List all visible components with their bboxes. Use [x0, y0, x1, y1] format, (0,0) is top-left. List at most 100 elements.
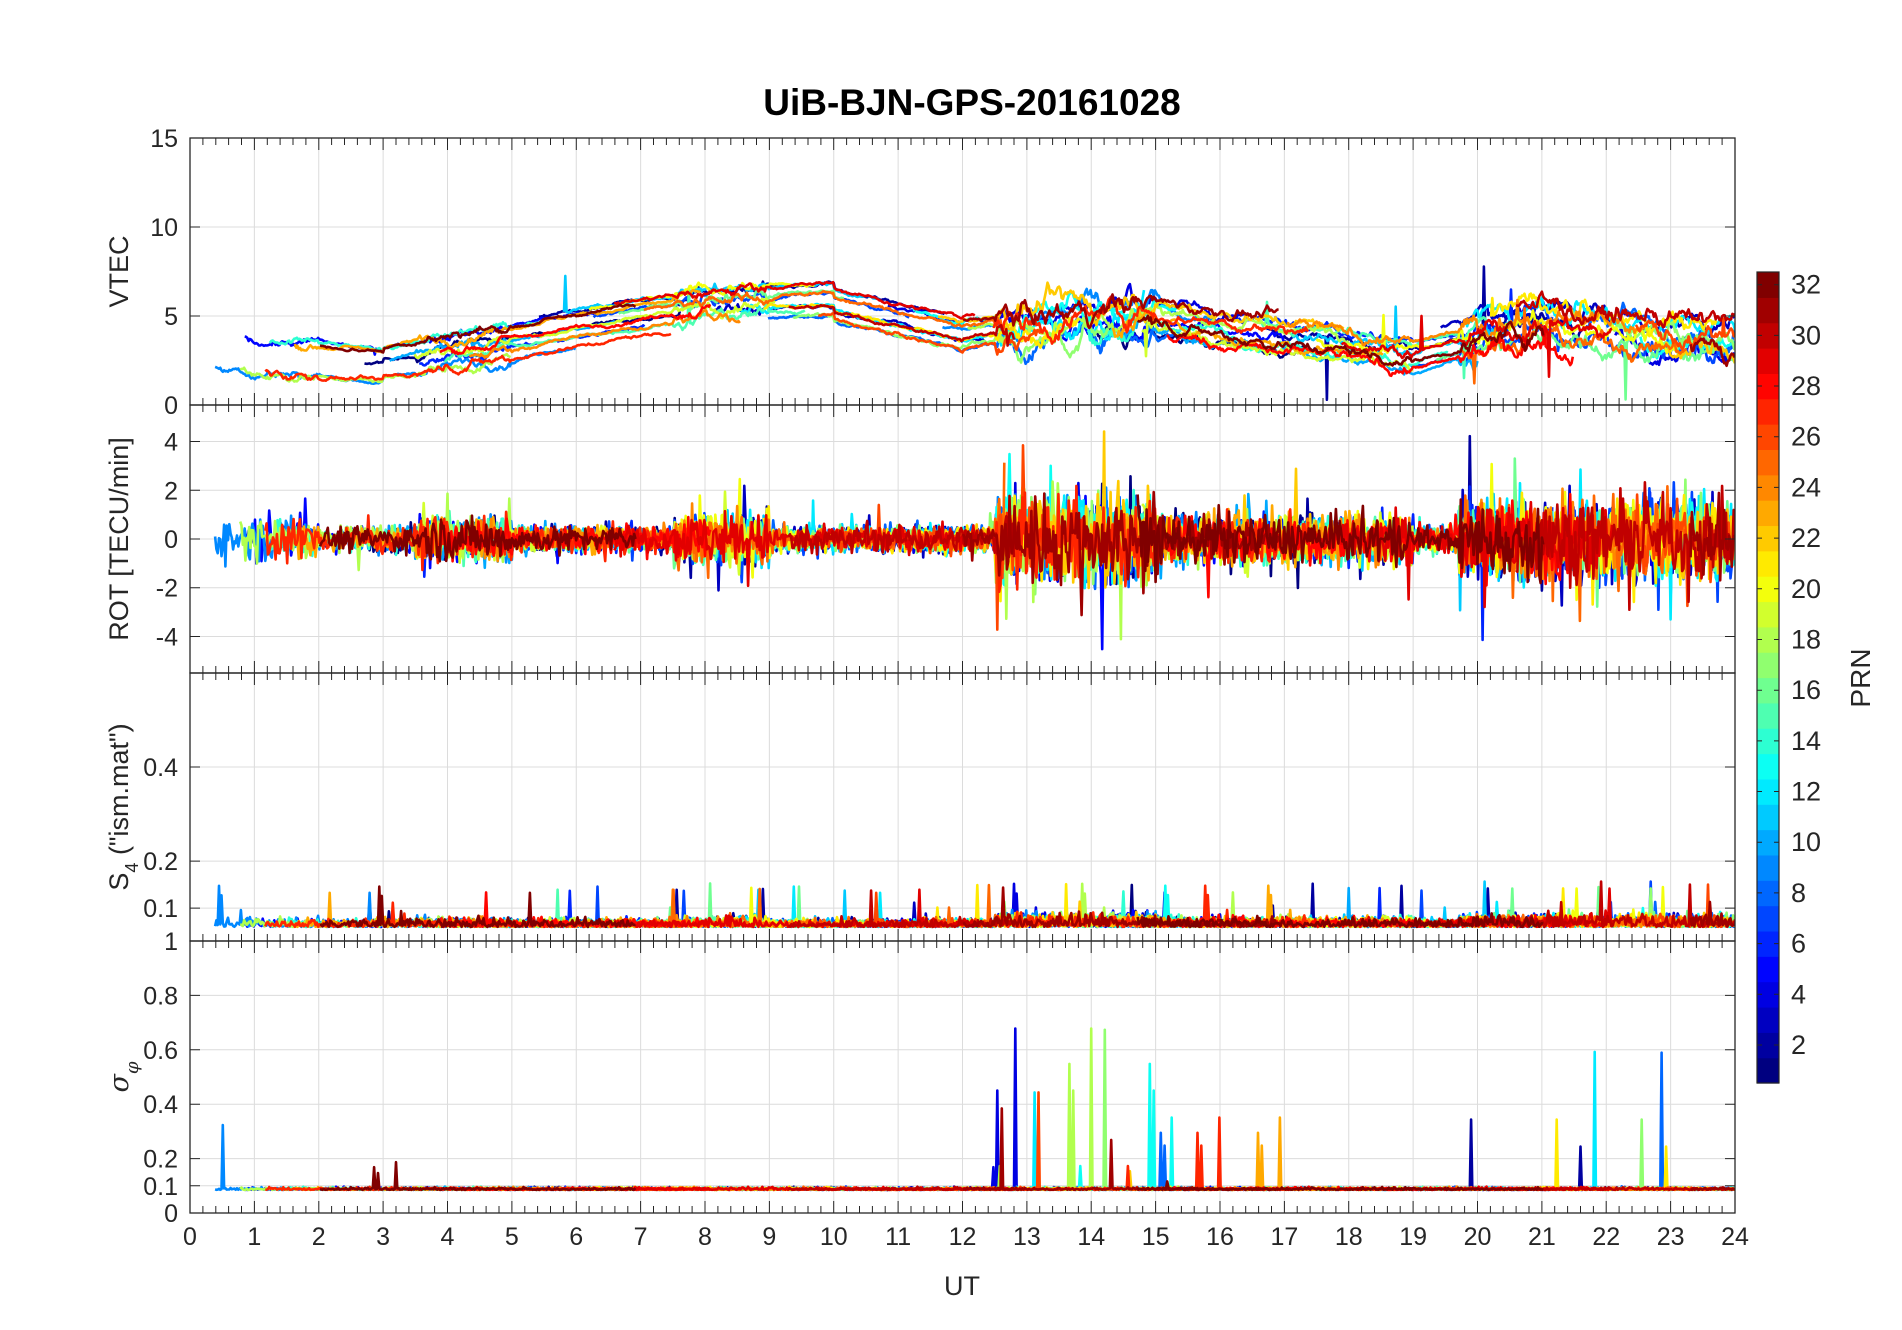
- x-tick-label: 6: [569, 1223, 583, 1251]
- trace-prn-32: [318, 514, 637, 563]
- trace-prn-29: [1340, 314, 1613, 378]
- y-label-rest: ("ism.mat"): [104, 723, 134, 862]
- trace-prn-32: [319, 1160, 637, 1192]
- colorbar-swatch: [1757, 905, 1779, 932]
- colorbar-swatch: [1757, 626, 1779, 653]
- x-tick-label: 16: [1206, 1223, 1234, 1251]
- trace-prn-31: [1689, 337, 1735, 368]
- x-tick-label: 8: [698, 1223, 712, 1251]
- trace-prn-26: [817, 1091, 1044, 1192]
- y-tick-label: 0.4: [143, 1091, 178, 1119]
- vtec-y-label: VTEC: [104, 235, 134, 307]
- colorbar-tick-label: 12: [1791, 777, 1821, 807]
- colorbar-swatch: [1757, 322, 1779, 349]
- y-tick-label: -2: [156, 575, 178, 603]
- trace-prn-18: [239, 352, 512, 384]
- colorbar-swatch: [1757, 854, 1779, 881]
- colorbar-swatch: [1757, 424, 1779, 450]
- colorbar-swatch: [1757, 956, 1779, 983]
- trace-prn-22: [1664, 337, 1735, 364]
- trace-prn-26: [1634, 317, 1735, 351]
- trace-prn-25: [642, 462, 1006, 580]
- colorbar-swatch: [1757, 728, 1779, 755]
- y-tick-label: 15: [150, 125, 178, 153]
- colorbar-swatch: [1757, 576, 1779, 603]
- colorbar-label: PRN: [1845, 648, 1876, 707]
- y-label-main: σ: [104, 1073, 135, 1093]
- chart-title: UiB-BJN-GPS-20161028: [763, 82, 1180, 123]
- vtec-traces: [214, 265, 1735, 401]
- colorbar-tick-label: 14: [1791, 726, 1821, 756]
- y-label-subscript: φ: [122, 1061, 143, 1074]
- trace-prn-32: [319, 303, 637, 354]
- colorbar-tick-label: 6: [1791, 929, 1806, 959]
- rot-panel: -4 -2 0 2 4 ROT [TECU/min]: [104, 404, 1736, 674]
- trace-prn-30: [1515, 290, 1735, 329]
- x-tick-label: 5: [505, 1223, 519, 1251]
- y-tick-label: 5: [164, 303, 178, 331]
- colorbar-swatch: [1757, 550, 1779, 577]
- x-axis-label: UT: [944, 1271, 980, 1301]
- y-tick-label: 1: [164, 928, 178, 956]
- colorbar-tick-label: 4: [1791, 979, 1806, 1009]
- x-tick-label: 13: [1013, 1223, 1041, 1251]
- y-tick-label: 0.2: [143, 848, 178, 876]
- colorbar-box: [1756, 271, 1780, 1084]
- trace-prn-32: [319, 885, 636, 929]
- x-tick-label: 4: [441, 1223, 455, 1251]
- trace-prn-31: [961, 490, 1280, 617]
- trace-prn-21: [1490, 1118, 1717, 1192]
- trace-prn-27: [992, 295, 1310, 345]
- trace-prn-28: [1166, 325, 1575, 378]
- y-tick-label: 0.1: [143, 1173, 178, 1201]
- trace-prn-32: [1136, 912, 1544, 929]
- colorbar-swatch: [1757, 373, 1779, 400]
- colorbar-swatch: [1757, 778, 1779, 805]
- y-tick-label: 0.1: [143, 895, 178, 923]
- colorbar-swatch: [1757, 829, 1779, 856]
- x-tick-label: 17: [1270, 1223, 1298, 1251]
- trace-prn-25: [643, 290, 1006, 331]
- y-label-main: S: [104, 873, 134, 891]
- colorbar-swatch: [1757, 1057, 1779, 1084]
- y-tick-label: 0.6: [143, 1037, 178, 1065]
- colorbar-swatch: [1757, 930, 1779, 957]
- colorbar-tick-label: 32: [1791, 270, 1821, 300]
- x-tick-label: 23: [1657, 1223, 1685, 1251]
- y-tick-label: 0.4: [143, 754, 178, 782]
- trace-prn-8: [1585, 1051, 1735, 1192]
- sigma-x-ticks: [189, 941, 1736, 1213]
- trace-prn-32: [1136, 1180, 1544, 1192]
- colorbar-swatch: [1757, 297, 1779, 324]
- trace-prn-31: [1689, 900, 1735, 928]
- trace-prn-31: [962, 293, 1279, 330]
- x-tick-label: 20: [1464, 1223, 1492, 1251]
- colorbar-tick-label: 8: [1791, 878, 1806, 908]
- trace-prn-2: [1265, 1118, 1584, 1192]
- y-tick-label: -4: [156, 623, 178, 651]
- trace-prn-17: [1609, 1118, 1735, 1192]
- y-tick-label: 0: [164, 392, 178, 420]
- colorbar-tick-label: 30: [1791, 320, 1821, 350]
- x-tick-label: 14: [1077, 1223, 1105, 1251]
- colorbar-swatch: [1757, 1032, 1779, 1059]
- x-tick-label: 24: [1721, 1223, 1749, 1251]
- colorbar-tick-label: 22: [1791, 523, 1821, 553]
- colorbar-swatch: [1757, 981, 1779, 1008]
- colorbar-swatch: [1757, 601, 1779, 628]
- colorbar-swatch: [1757, 804, 1779, 831]
- x-tick-label: 0: [183, 1223, 197, 1251]
- x-tick-label: 18: [1335, 1223, 1363, 1251]
- y-tick-label: 0.8: [143, 982, 178, 1010]
- x-tick-label: 11: [885, 1223, 911, 1251]
- sigma-traces: [214, 1027, 1735, 1192]
- trace-prn-13: [912, 1062, 1184, 1192]
- vtec-x-ticks: [189, 138, 1736, 405]
- y-tick-label: 0: [164, 526, 178, 554]
- x-tick-label: 9: [762, 1223, 776, 1251]
- s4-panel: 0.10.20.4S4 ("ism.mat"): [104, 672, 1736, 942]
- x-tick-label: 3: [376, 1223, 390, 1251]
- x-tick-label: 10: [820, 1223, 848, 1251]
